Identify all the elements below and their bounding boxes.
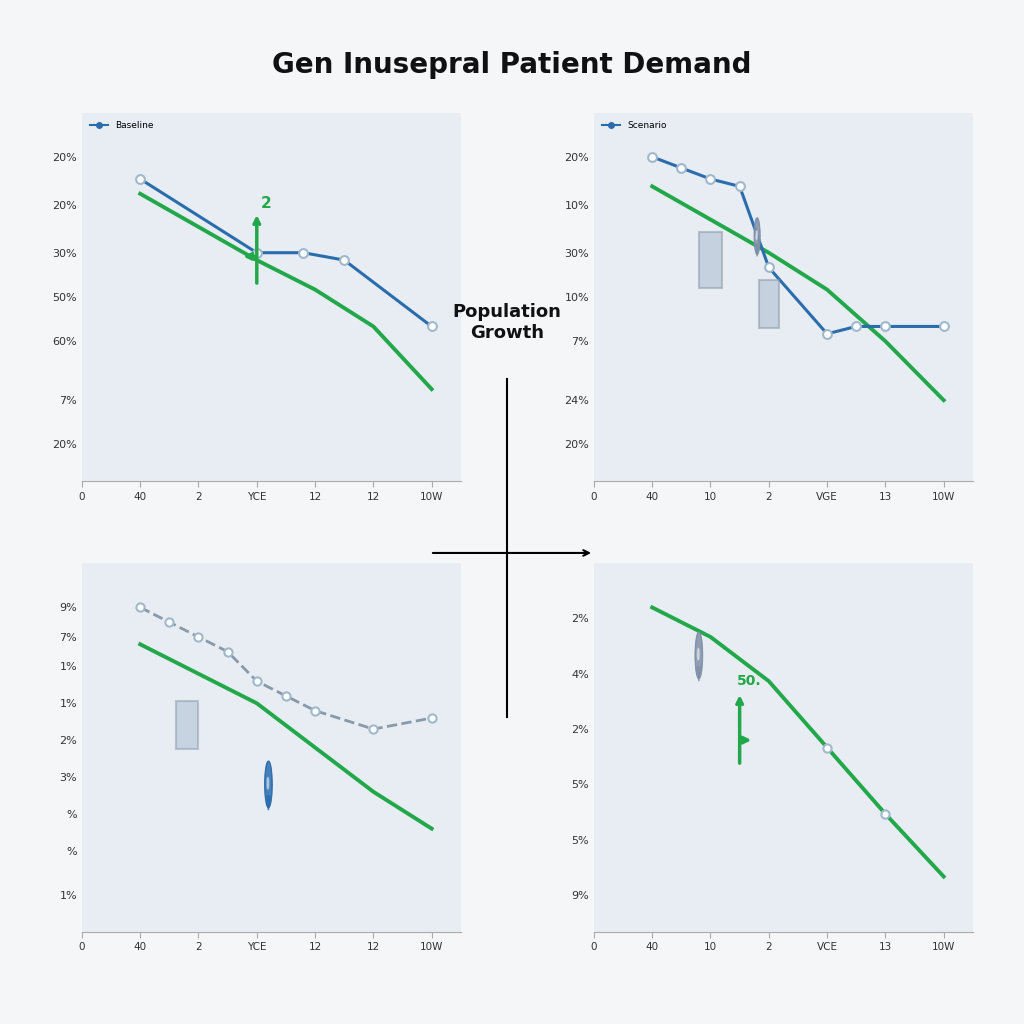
Point [702,171,719,187]
Point [249,673,265,689]
Point [278,688,294,705]
Point [819,326,836,342]
Point [848,318,864,335]
Polygon shape [267,777,269,790]
Polygon shape [756,246,758,256]
Bar [176,701,198,750]
Point [190,629,207,645]
Text: Population
Growth: Population Growth [453,303,561,342]
Polygon shape [756,230,758,240]
Point [761,259,777,275]
Text: 2: 2 [260,197,271,212]
Polygon shape [267,796,270,810]
Point [219,643,236,659]
Polygon shape [265,761,272,808]
Polygon shape [697,667,700,681]
Legend: Baseline: Baseline [86,117,158,133]
Point [731,178,748,195]
Point [819,739,836,756]
Text: Gen Inusepral Patient Demand: Gen Inusepral Patient Demand [272,51,752,79]
Point [132,599,148,615]
Point [424,710,440,726]
Point [249,245,265,261]
Point [366,721,382,737]
Point [161,614,177,631]
Point [644,148,660,165]
Polygon shape [695,632,702,679]
Point [295,245,311,261]
Bar [698,232,722,288]
Point [307,702,324,719]
Polygon shape [755,218,760,254]
Point [336,252,352,268]
Point [424,318,440,335]
Point [878,806,894,822]
Point [936,318,952,335]
Point [132,171,148,187]
Polygon shape [697,648,699,660]
Text: 50.: 50. [736,674,762,688]
Legend: Scenario: Scenario [598,117,671,133]
Bar [759,281,779,329]
Point [673,160,689,176]
Point [878,318,894,335]
